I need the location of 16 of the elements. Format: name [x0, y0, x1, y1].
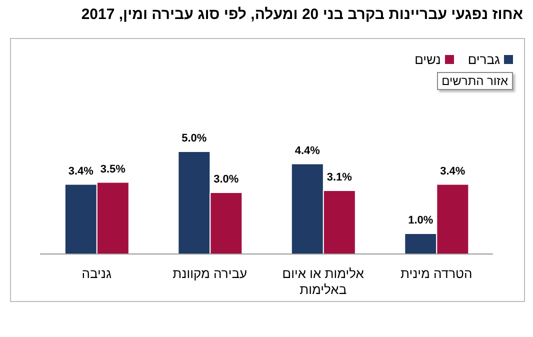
data-label: 5.0%: [182, 132, 207, 144]
x-tick-label: גניבה: [80, 266, 112, 282]
data-label: 4.4%: [294, 144, 320, 157]
x-tick-label: עבירה מקוונת: [172, 266, 248, 282]
x-tick-label: אלימות או איום באלימות: [281, 266, 365, 298]
data-label: 3.4%: [68, 165, 94, 178]
data-label: 3.0%: [214, 174, 239, 186]
x-tick-label: הטרדה מינית: [399, 266, 474, 282]
text: אזור התרשים: [436, 72, 513, 90]
data-label: 3.4%: [440, 165, 466, 178]
legend-label: נשים: [414, 52, 441, 67]
chart-title: אחוז נפגעי עבריינות בקרב בני 20 ומעלה, לפי סוג עבירה ומין, 2017: [81, 6, 523, 23]
data-label: 1.0%: [408, 214, 434, 226]
data-label: 3.1%: [326, 171, 352, 184]
data-label: 3.5%: [100, 163, 126, 176]
legend-label: גברים: [468, 52, 500, 67]
